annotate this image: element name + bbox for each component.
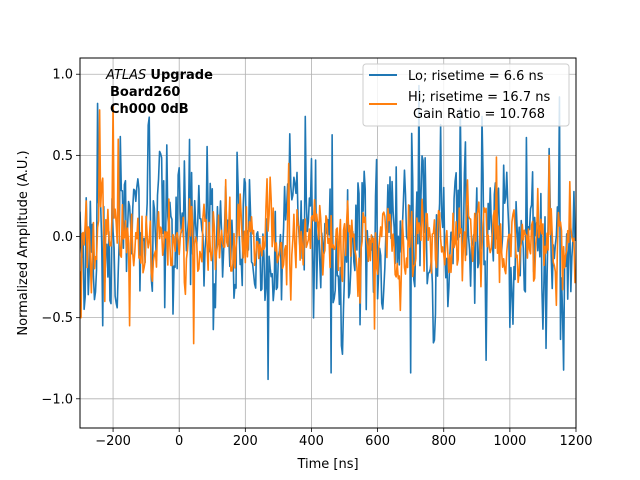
annotation-channel: Ch000 0dB: [110, 102, 189, 117]
y-tick-label: 0.0: [52, 230, 73, 245]
atlas-annotation: ATLAS Upgrade Board260 Ch000 0dB: [105, 68, 213, 117]
x-tick-label: 1200: [559, 434, 592, 449]
x-tick-label: −200: [95, 434, 131, 449]
series-lo-line: [80, 84, 576, 381]
svg-text:ATLAS Upgrade: ATLAS Upgrade: [105, 68, 213, 83]
annotation-board: Board260: [110, 85, 180, 100]
annotation-upgrade: Upgrade: [150, 68, 213, 83]
y-axis-label: Normalized Amplitude (A.U.): [16, 150, 31, 335]
x-tick-label: 0: [175, 434, 183, 449]
x-tick-label: 400: [299, 434, 324, 449]
x-tick-label: 1000: [493, 434, 526, 449]
y-tick-label: −1.0: [41, 392, 73, 407]
x-tick-label: 600: [365, 434, 390, 449]
annotation-atlas: ATLAS: [105, 68, 146, 83]
legend-label-hi: Hi; risetime = 16.7 ns: [408, 90, 550, 105]
series-layer: [80, 84, 576, 381]
x-axis-label: Time [ns]: [296, 457, 358, 472]
plot-frame: [79, 57, 577, 429]
y-tick-label: −0.5: [41, 311, 73, 326]
series-hi-line: [80, 104, 576, 345]
x-tick-label: 800: [431, 434, 456, 449]
legend-label-lo: Lo; risetime = 6.6 ns: [408, 69, 544, 84]
y-tick-label: 1.0: [52, 68, 73, 83]
ticks: −200 0 200 400 600 800 1000 1200 −1.0 −0.5 0.0 0.5 1…: [41, 68, 592, 449]
legend-gain-ratio: Gain Ratio = 10.768: [413, 107, 545, 122]
legend: Lo; risetime = 6.6 ns Hi; risetime = 16.…: [362, 63, 570, 127]
legend-box: [362, 63, 570, 127]
x-tick-label: 200: [233, 434, 258, 449]
y-tick-label: 0.5: [52, 149, 73, 164]
